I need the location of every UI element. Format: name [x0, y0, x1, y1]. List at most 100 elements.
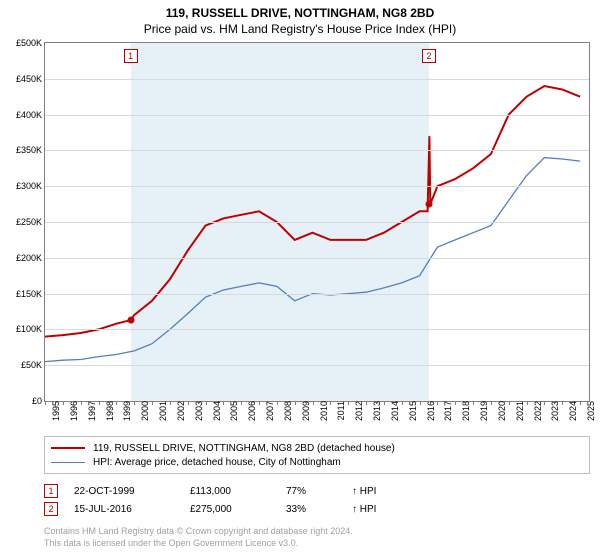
- x-tick: [241, 401, 242, 405]
- y-axis-label: £100K: [16, 324, 45, 334]
- sale-rows: 1 22-OCT-1999 £113,000 77% ↑ HPI 2 15-JUL-2016…: [44, 482, 590, 518]
- x-tick: [348, 401, 349, 405]
- x-axis-label: 2021: [512, 401, 525, 421]
- x-axis-label: 2001: [155, 401, 168, 421]
- y-axis-label: £450K: [16, 74, 45, 84]
- x-tick: [206, 401, 207, 405]
- footer-line-2: This data is licensed under the Open Gov…: [44, 538, 590, 550]
- sale-pct: 77%: [286, 486, 336, 497]
- x-tick: [170, 401, 171, 405]
- x-tick: [562, 401, 563, 405]
- x-axis-label: 2009: [298, 401, 311, 421]
- footer-line-1: Contains HM Land Registry data © Crown c…: [44, 526, 590, 538]
- series-property: [45, 86, 580, 337]
- y-axis-label: £400K: [16, 110, 45, 120]
- sale-marker-1: 1: [124, 49, 138, 63]
- sale-row: 1 22-OCT-1999 £113,000 77% ↑ HPI: [44, 482, 590, 500]
- x-tick: [527, 401, 528, 405]
- x-axis-label: 2015: [405, 401, 418, 421]
- sale-date: 15-JUL-2016: [74, 504, 174, 515]
- title-line-1: 119, RUSSELL DRIVE, NOTTINGHAM, NG8 2BD: [0, 6, 600, 20]
- gridline: [45, 222, 589, 223]
- x-tick: [384, 401, 385, 405]
- gridline: [45, 329, 589, 330]
- legend: 119, RUSSELL DRIVE, NOTTINGHAM, NG8 2BD …: [44, 436, 590, 474]
- x-axis-label: 1996: [66, 401, 79, 421]
- x-tick: [81, 401, 82, 405]
- series-hpi: [45, 158, 580, 362]
- y-axis-label: £150K: [16, 289, 45, 299]
- sale-arrow-icon: ↑ HPI: [352, 486, 376, 497]
- x-tick: [420, 401, 421, 405]
- x-axis-label: 2008: [280, 401, 293, 421]
- sale-marker-2: 2: [422, 49, 436, 63]
- x-axis-label: 2011: [333, 401, 346, 420]
- x-tick: [491, 401, 492, 405]
- legend-label-hpi: HPI: Average price, detached house, City…: [93, 457, 341, 468]
- x-tick: [473, 401, 474, 405]
- x-tick: [99, 401, 100, 405]
- x-tick: [544, 401, 545, 405]
- sale-row: 215-JUL-2016£275,00033%↑ HPI: [44, 500, 590, 518]
- sale-price: £113,000: [190, 486, 270, 497]
- x-axis-label: 2002: [173, 401, 186, 421]
- x-axis-label: 1999: [119, 401, 132, 421]
- x-axis-label: 2000: [137, 401, 150, 421]
- x-axis-label: 2018: [458, 401, 471, 421]
- x-axis-label: 2014: [387, 401, 400, 421]
- x-tick: [223, 401, 224, 405]
- x-tick: [455, 401, 456, 405]
- x-tick: [134, 401, 135, 405]
- x-axis-label: 2019: [476, 401, 489, 421]
- legend-swatch-hpi: [51, 462, 85, 463]
- x-axis-label: 2023: [547, 401, 560, 421]
- x-axis-label: 2017: [440, 401, 453, 421]
- x-axis-label: 2012: [351, 401, 364, 421]
- sale-date: 22-OCT-1999: [74, 486, 174, 497]
- x-tick: [188, 401, 189, 405]
- x-axis-label: 2016: [423, 401, 436, 421]
- gridline: [45, 150, 589, 151]
- sale-row-marker: 2: [44, 502, 58, 516]
- x-tick: [116, 401, 117, 405]
- legend-swatch-property: [51, 447, 85, 449]
- x-tick: [580, 401, 581, 405]
- x-axis-label: 2003: [191, 401, 204, 421]
- x-tick: [45, 401, 46, 405]
- price-chart: £0£50K£100K£150K£200K£250K£300K£350K£400…: [44, 42, 590, 402]
- x-tick: [63, 401, 64, 405]
- x-axis-label: 2005: [226, 401, 239, 421]
- title-block: 119, RUSSELL DRIVE, NOTTINGHAM, NG8 2BD …: [0, 0, 600, 36]
- x-axis-label: 1998: [102, 401, 115, 421]
- sale-row-marker: 1: [44, 484, 58, 498]
- x-tick: [509, 401, 510, 405]
- x-axis-label: 1995: [48, 401, 61, 421]
- gridline: [45, 258, 589, 259]
- title-line-2: Price paid vs. HM Land Registry's House …: [0, 22, 600, 36]
- x-axis-label: 2010: [316, 401, 329, 421]
- y-axis-label: £50K: [21, 360, 45, 370]
- legend-item-hpi: HPI: Average price, detached house, City…: [51, 455, 583, 469]
- gridline: [45, 79, 589, 80]
- y-axis-label: £0: [32, 396, 45, 406]
- x-axis-label: 2007: [262, 401, 275, 421]
- gridline: [45, 365, 589, 366]
- x-axis-label: 1997: [84, 401, 97, 421]
- x-axis-label: 2025: [583, 401, 596, 421]
- legend-item-property: 119, RUSSELL DRIVE, NOTTINGHAM, NG8 2BD …: [51, 441, 583, 455]
- x-axis-label: 2020: [494, 401, 507, 421]
- gridline: [45, 186, 589, 187]
- x-tick: [330, 401, 331, 405]
- x-axis-label: 2006: [244, 401, 257, 421]
- legend-label-property: 119, RUSSELL DRIVE, NOTTINGHAM, NG8 2BD …: [93, 443, 395, 454]
- x-axis-label: 2024: [565, 401, 578, 421]
- x-tick: [366, 401, 367, 405]
- x-tick: [295, 401, 296, 405]
- x-tick: [259, 401, 260, 405]
- sale-price: £275,000: [190, 504, 270, 515]
- x-axis-label: 2004: [209, 401, 222, 421]
- y-axis-label: £200K: [16, 253, 45, 263]
- sale-pct: 33%: [286, 504, 336, 515]
- y-axis-label: £500K: [16, 38, 45, 48]
- y-axis-label: £300K: [16, 181, 45, 191]
